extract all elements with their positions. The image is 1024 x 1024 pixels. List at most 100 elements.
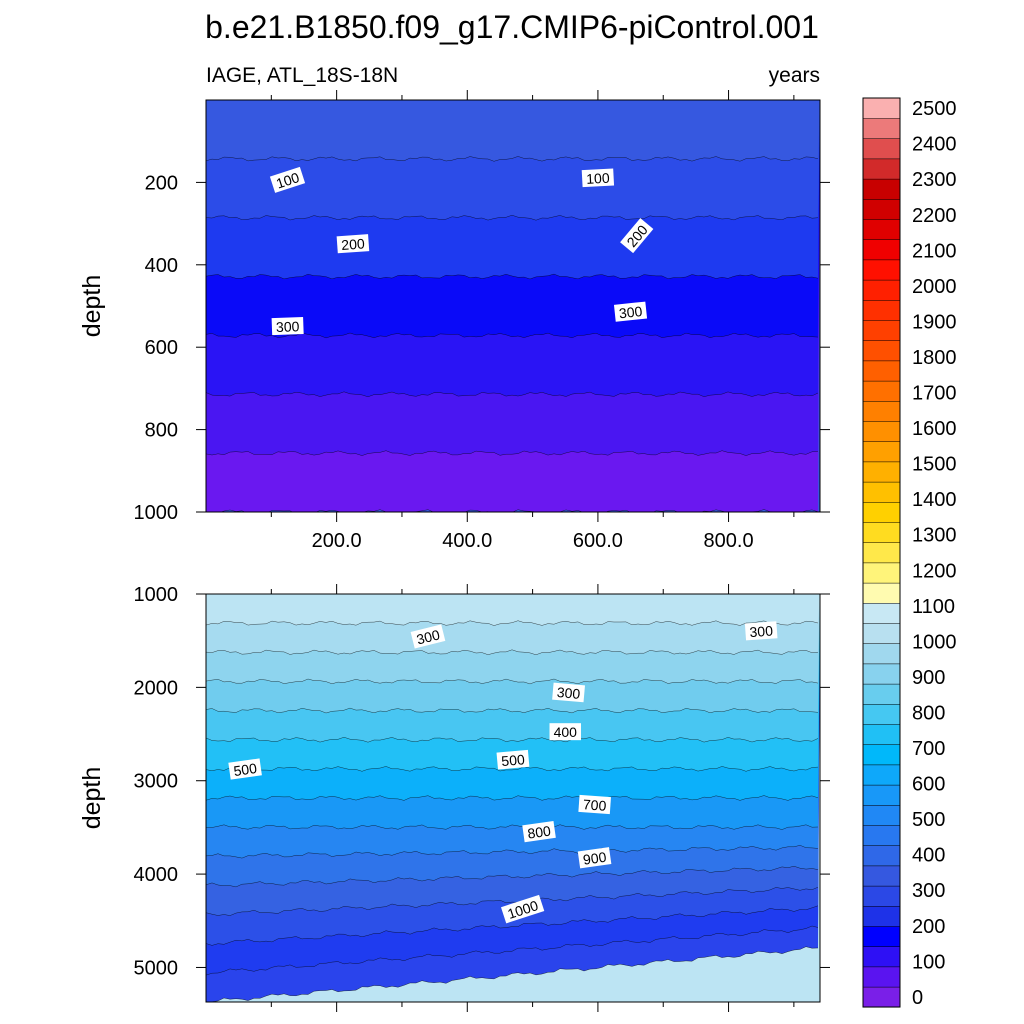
contour-label: 100 <box>581 168 615 188</box>
colorbar-swatch <box>862 966 901 988</box>
colorbar-swatch <box>862 117 901 139</box>
colorbar-swatch <box>862 885 901 907</box>
colorbar-swatch <box>862 744 901 766</box>
colorbar-label: 0 <box>912 987 923 1009</box>
lower-y-axis-label: depth <box>78 767 106 830</box>
colorbar-label: 1400 <box>912 489 957 511</box>
contour-label: 200 <box>336 234 370 254</box>
colorbar-swatch <box>862 158 901 180</box>
colorbar-label: 900 <box>912 667 945 689</box>
colorbar-label: 500 <box>912 809 945 831</box>
colorbar-label: 1800 <box>912 347 957 369</box>
colorbar-swatch <box>862 643 901 665</box>
colorbar-swatch <box>862 97 901 119</box>
contour-line <box>206 925 819 976</box>
svg-text:500: 500 <box>501 751 526 769</box>
contour-line <box>206 795 819 801</box>
colorbar-label: 800 <box>912 702 945 724</box>
svg-text:700: 700 <box>582 796 607 814</box>
colorbar-swatch <box>862 804 901 826</box>
colorbar-label: 2100 <box>912 240 957 262</box>
y-tick-label: 3000 <box>134 771 179 793</box>
colorbar-label: 100 <box>912 951 945 973</box>
colorbar-swatch <box>862 703 901 725</box>
colorbar-label: 1100 <box>912 596 955 618</box>
colorbar-label: 400 <box>912 845 945 867</box>
y-tick-label: 400 <box>145 255 178 277</box>
contour-line <box>206 886 819 916</box>
contour-line <box>206 905 819 946</box>
x-tick-label: 400.0 <box>442 530 492 552</box>
colorbar-swatch <box>862 319 901 341</box>
colorbar-swatch <box>862 279 901 301</box>
contour-line <box>206 766 819 772</box>
colorbar-swatch <box>862 946 901 968</box>
colorbar-swatch <box>862 663 901 685</box>
colorbar-swatch <box>862 138 901 160</box>
contour-line <box>206 845 819 859</box>
contour-field <box>206 594 820 1002</box>
y-tick-label: 800 <box>145 420 178 442</box>
contour-line <box>209 946 819 1002</box>
x-tick-label: 600.0 <box>573 530 623 552</box>
contour-label: 300 <box>552 682 585 703</box>
chart-title: b.e21.B1850.f09_g17.CMIP6-piControl.001 <box>205 9 819 45</box>
colorbar-swatch <box>862 622 901 644</box>
colorbar-label: 300 <box>912 880 945 902</box>
colorbar-label: 700 <box>912 738 945 760</box>
colorbar-label: 2500 <box>912 98 957 120</box>
colorbar-label: 1300 <box>912 525 957 547</box>
contour-band <box>206 594 820 626</box>
colorbar-swatch <box>862 602 901 624</box>
svg-text:900: 900 <box>582 849 608 868</box>
y-tick-label: 4000 <box>134 864 179 886</box>
colorbar-label: 1000 <box>912 631 957 653</box>
svg-text:200: 200 <box>341 235 366 253</box>
contour-line <box>206 824 819 830</box>
colorbar-swatch <box>862 865 901 887</box>
colorbar-label: 1900 <box>912 311 957 333</box>
colorbar-swatch <box>862 562 901 584</box>
colorbar-label: 2200 <box>912 205 957 227</box>
colorbar-swatch <box>862 784 901 806</box>
y-tick-label: 600 <box>145 337 178 359</box>
colorbar-swatch <box>862 582 901 604</box>
colorbar: 0 100 200 300 400 500 600 700 800 900 1000 1100 1200… <box>862 97 957 1009</box>
y-tick-label: 1000 <box>134 502 179 524</box>
colorbar-swatch <box>862 198 901 220</box>
colorbar-swatch <box>862 925 901 947</box>
upper-panel: 200.0 400.0 600.0 800.0 200 400 600 800 1000 100 1… <box>134 90 830 552</box>
lower-panel: 1000 2000 3000 4000 5000 300 300 300 400 500 500 70… <box>134 584 830 1012</box>
contour-label: 300 <box>410 624 446 649</box>
svg-text:800: 800 <box>526 823 552 842</box>
contour-label: 100 <box>269 166 306 193</box>
colorbar-swatch <box>862 683 901 705</box>
y-tick-label: 1000 <box>134 584 179 606</box>
colorbar-label: 1500 <box>912 454 957 476</box>
right-subtitle: years <box>769 64 820 87</box>
colorbar-swatch <box>862 299 901 321</box>
colorbar-swatch <box>862 441 901 463</box>
contour-line <box>206 707 819 714</box>
contour-label: 700 <box>578 794 611 815</box>
upper-y-axis-label: depth <box>78 275 106 338</box>
svg-text:300: 300 <box>415 626 442 647</box>
plot-frame <box>205 99 821 513</box>
colorbar-swatch <box>862 380 901 402</box>
svg-text:300: 300 <box>276 318 300 335</box>
contour-label: 800 <box>522 820 556 843</box>
svg-text:500: 500 <box>233 760 259 779</box>
colorbar-label: 2000 <box>912 276 957 298</box>
contour-line <box>206 391 819 398</box>
colorbar-swatch <box>862 481 901 503</box>
contour-line <box>206 450 819 456</box>
colorbar-swatch <box>862 986 901 1008</box>
colorbar-label: 2300 <box>912 169 957 191</box>
colorbar-swatch <box>862 461 901 483</box>
contour-label: 900 <box>577 847 612 869</box>
colorbar-swatch <box>862 239 901 261</box>
svg-text:300: 300 <box>618 303 643 321</box>
left-subtitle: IAGE, ATL_18S-18N <box>206 64 398 87</box>
svg-text:300: 300 <box>556 684 581 702</box>
contour-line <box>206 736 819 743</box>
